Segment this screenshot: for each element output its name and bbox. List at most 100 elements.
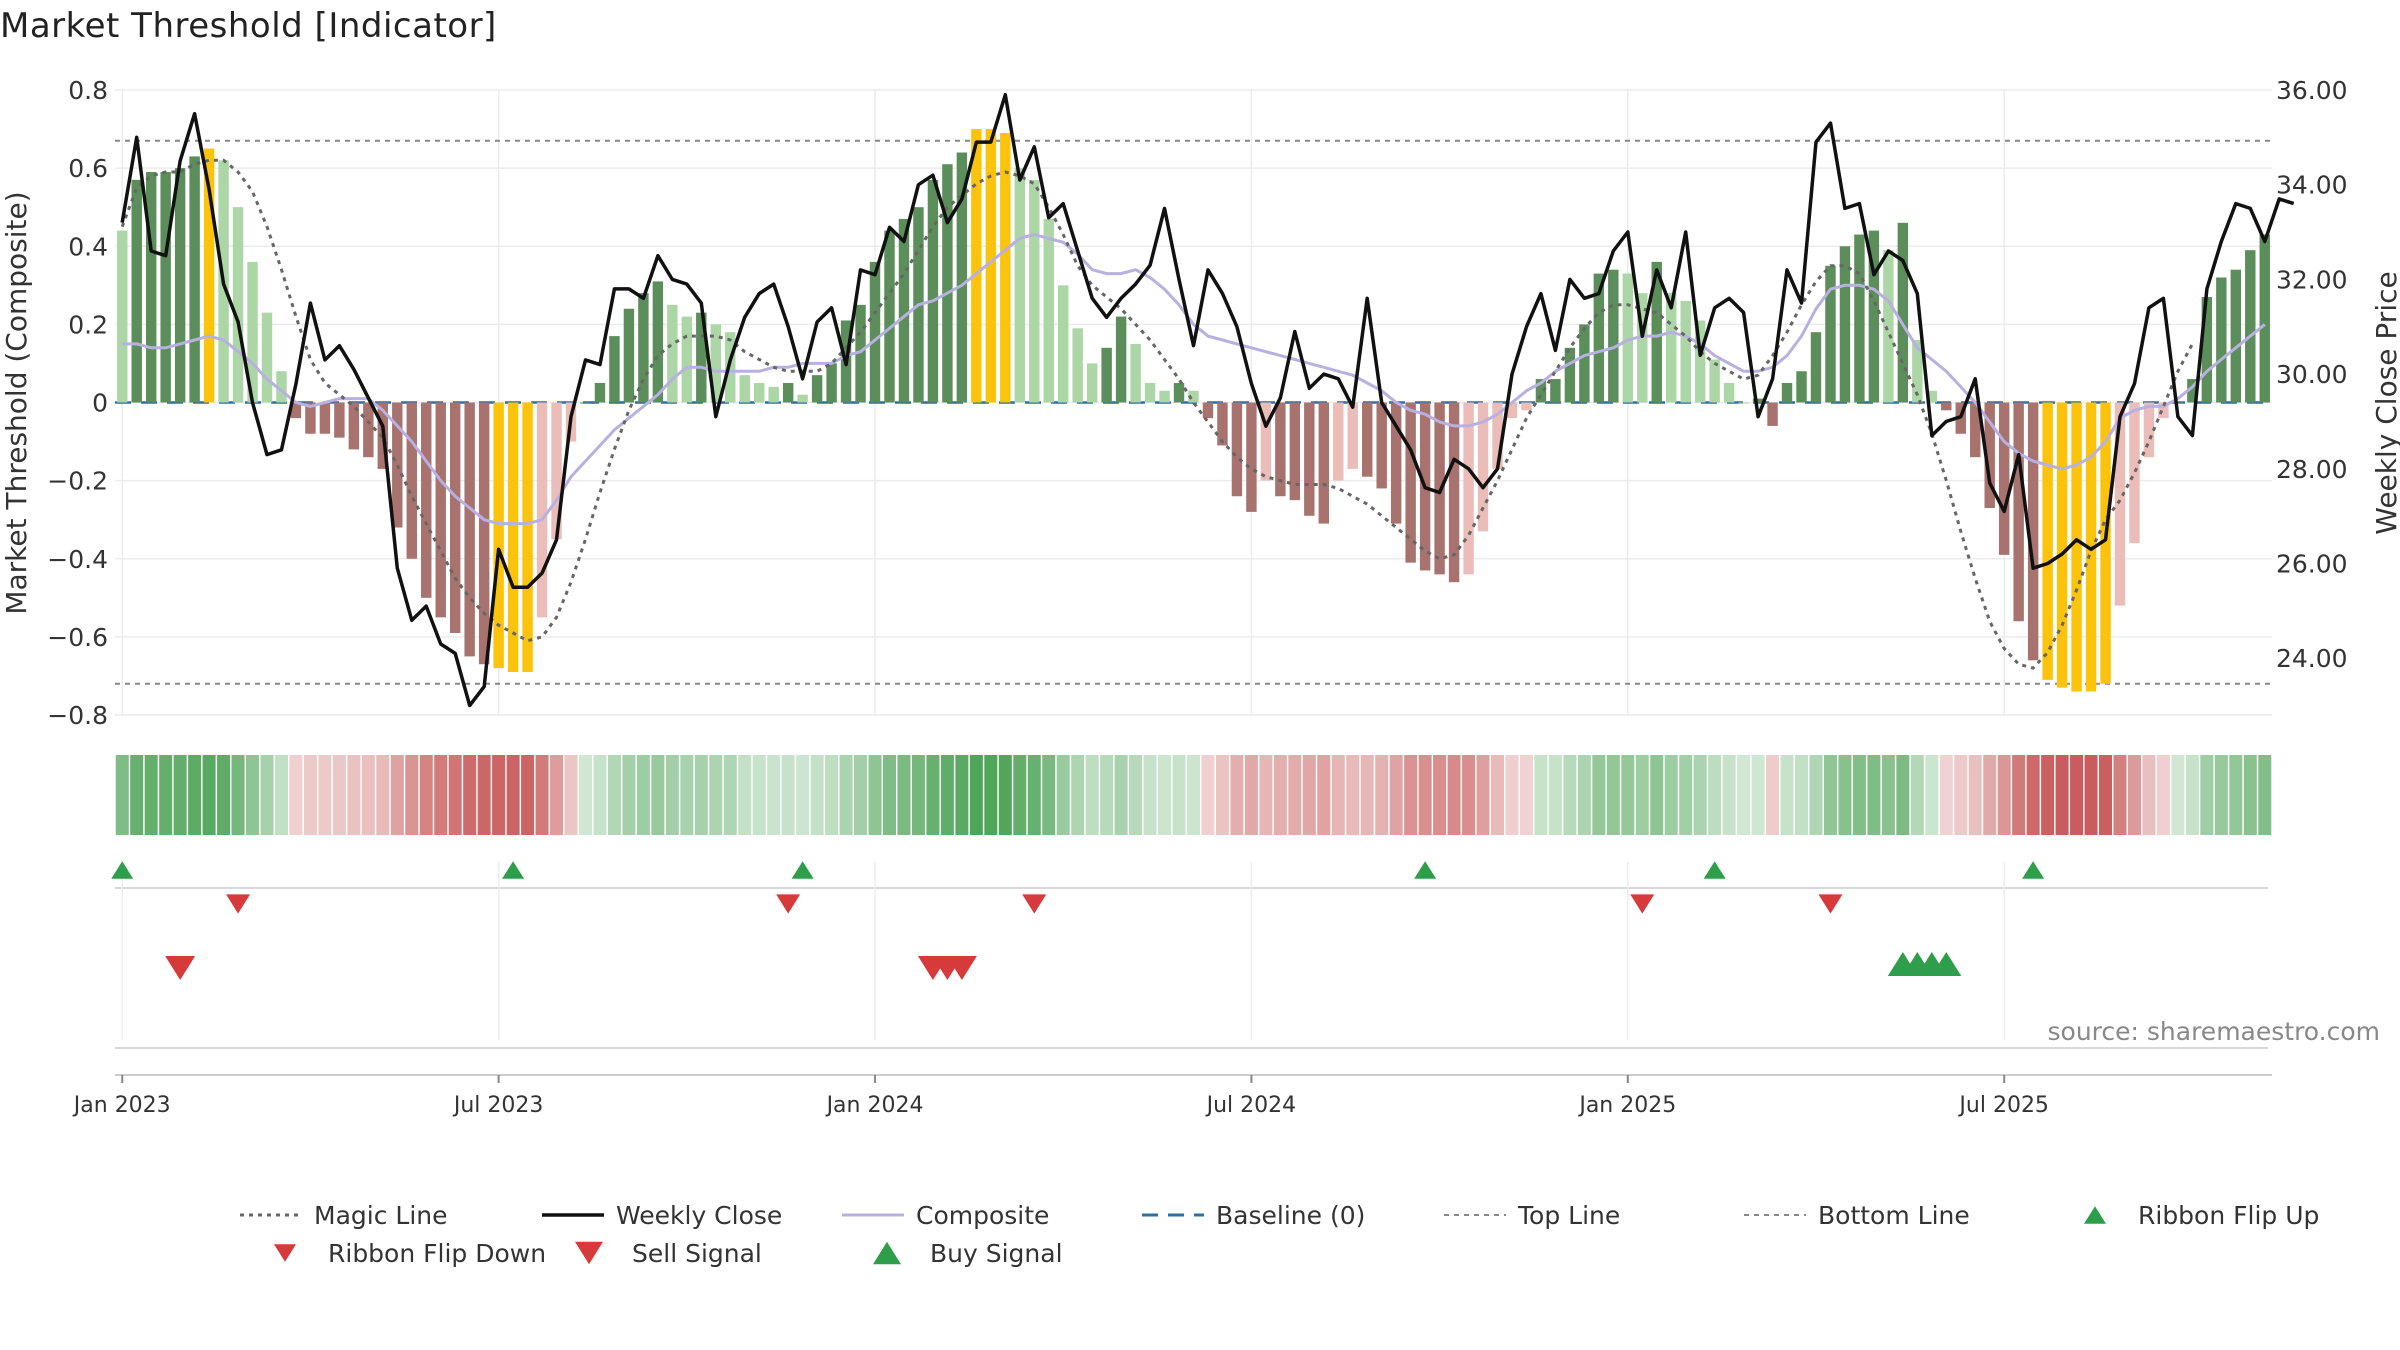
legend-label: Baseline (0) [1216,1200,1366,1230]
composite-bar [1593,273,1605,403]
composite-bar [2129,402,2140,544]
composite-bar [203,148,215,403]
ribbon-cell [680,755,694,835]
x-tick-label: Jul 2023 [452,1093,544,1118]
ribbon-cell [1490,755,1505,835]
ribbon-flip-up-marker [502,861,525,879]
composite-bar [348,402,360,450]
y-tick-label: 0.4 [68,232,108,261]
composite-bar [1767,402,1778,426]
ribbon-cell [1766,755,1780,835]
ribbon-flip-down-marker [226,894,251,914]
composite-bar [782,382,794,403]
composite-bar [753,382,765,403]
composite-bar [1188,390,1199,403]
sell-signal-marker [946,956,977,980]
ribbon-cell [825,755,839,835]
composite-bar [1101,347,1112,403]
ribbon-cell [1244,755,1258,835]
x-tick-label: Jan 2024 [825,1093,924,1118]
composite-bar [1839,246,1851,403]
composite-bar [1723,382,1735,403]
dotted-line-icon [240,1213,302,1217]
ribbon-cell [1563,755,1577,835]
x-tick-label: Jul 2025 [1957,1093,2049,1118]
composite-bar [247,261,258,403]
y2-axis-label: Weekly Close Price [2370,271,2400,534]
ribbon-cell [1143,755,1157,835]
composite-bar [1998,402,2010,555]
ribbon-cell [130,755,144,835]
ribbon-cell [1794,755,1809,835]
composite-bar [1622,273,1634,403]
ribbon-cell [173,755,187,835]
composite-bar [1405,402,1416,563]
composite-bar [160,172,171,403]
ribbon-cell [578,755,593,835]
composite-bar [189,156,200,403]
ribbon-cell [1360,755,1374,835]
composite-bar [145,172,157,403]
ribbon-cell [955,755,969,835]
composite-bar [1390,402,1402,524]
composite-bar [174,168,186,403]
magic-line [120,158,2194,670]
ribbon-cell [550,755,564,835]
composite-bar [1029,179,1040,403]
chart-title: Market Threshold [Indicator] [0,6,497,46]
composite-bar [2216,277,2227,403]
composite-bar [594,382,606,403]
legend-label: Ribbon Flip Up [2138,1200,2320,1230]
ribbon-cell [868,755,882,835]
ribbon-cell [2142,755,2156,835]
ribbon-cell [2229,755,2243,835]
ribbon-cell [897,755,911,835]
composite-bar [1680,300,1691,403]
composite-bar [1651,261,1662,403]
composite-bar [2042,402,2053,680]
composite-bar [681,316,693,403]
right-axis: 36.00 34.00 32.00 30.00 28.00 26.00 24.00 [2276,76,2348,673]
y2-tick-label: 30.00 [2276,360,2348,389]
legend-label: Buy Signal [930,1238,1063,1268]
ribbon-cell [246,755,260,835]
composite-bar [334,402,345,438]
composite-bar [580,402,591,404]
ribbon-cell [723,755,737,835]
left-axis: 0.8 0.6 0.4 0.2 0 −0.2 −0.4 −0.6 −0.8 [47,76,108,730]
legend-item: Baseline (0) [1138,1200,1365,1230]
ribbon-cell [159,755,173,835]
ribbon-cell [1259,755,1273,835]
composite-line [122,232,2266,526]
composite-bar [1564,347,1576,403]
ribbon-cell [1823,755,1837,835]
ribbon-cell [984,755,998,835]
composite-bar [1289,402,1301,501]
legend-item: Ribbon Flip Up [2060,1200,2319,1230]
ribbon-cell [1042,755,1056,835]
composite-bar [1304,402,1315,516]
ribbon-flip-up-marker [111,861,134,879]
triangle-down-icon [575,1241,603,1265]
legend-label: Composite [916,1200,1050,1230]
legend-item: Sell Signal [554,1238,762,1268]
ribbon-cell [1968,755,1982,835]
legend-item: Magic Line [236,1200,448,1230]
composite-bar [290,402,302,419]
ribbon-cell [492,755,506,835]
composite-bar [1159,390,1170,403]
legend-item: Ribbon Flip Down [250,1238,546,1268]
x-tick-label: Jul 2024 [1205,1093,1297,1118]
composite-bar [1333,402,1344,481]
ribbon-cell [506,755,520,835]
ribbon-cell [347,755,361,835]
composite-bar [1825,265,1836,403]
ribbon-cell [390,755,404,835]
composite-bars [117,129,2270,692]
composite-bar [710,324,721,403]
ribbon-cell [1838,755,1852,835]
y2-tick-label: 34.00 [2276,171,2348,200]
ribbon-cell [1230,755,1244,835]
solid-line-icon [542,1213,604,1217]
